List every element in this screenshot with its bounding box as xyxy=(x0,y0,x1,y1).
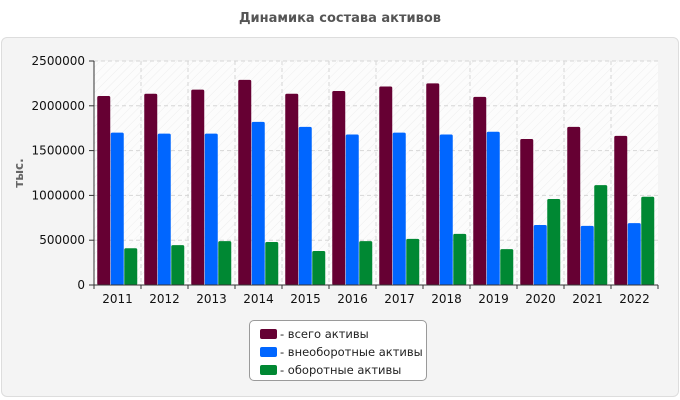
bar-total-2015 xyxy=(285,93,299,285)
bar-noncurrent-2017 xyxy=(392,132,406,285)
bar-total-2022 xyxy=(614,135,628,285)
bar-total-2016 xyxy=(332,91,346,286)
bar-current-2013 xyxy=(218,241,232,285)
bar-noncurrent-2019 xyxy=(486,131,500,285)
bar-total-2017 xyxy=(379,86,393,285)
legend-swatch-total xyxy=(260,329,277,339)
chart-title: Динамика состава активов xyxy=(238,11,442,26)
legend: - всего активы - внеоборотные активы - о… xyxy=(249,320,427,381)
y-tick-label: 2500000 xyxy=(32,54,85,68)
bar-total-2014 xyxy=(238,79,252,285)
legend-item-current: - оборотные активы xyxy=(260,361,426,379)
bar-noncurrent-2012 xyxy=(157,133,171,285)
bar-total-2012 xyxy=(144,93,158,285)
y-tick-label: 1500000 xyxy=(32,144,85,158)
x-tick-label: 2021 xyxy=(572,292,603,306)
legend-label-noncurrent: - внеоборотные активы xyxy=(280,345,423,359)
bar-total-2018 xyxy=(426,83,440,286)
x-tick-label: 2016 xyxy=(337,292,368,306)
x-tick-label: 2012 xyxy=(149,292,180,306)
bar-current-2014 xyxy=(265,241,279,285)
legend-item-noncurrent: - внеоборотные активы xyxy=(260,343,426,361)
x-tick-label: 2013 xyxy=(196,292,227,306)
bar-current-2021 xyxy=(594,185,608,285)
x-tick-label: 2020 xyxy=(525,292,556,306)
bar-total-2011 xyxy=(97,95,111,285)
axes: 0 500000 1000000 1500000 2000000 2500000 2011 2… xyxy=(32,54,659,306)
x-tick-label: 2011 xyxy=(102,292,133,306)
bar-total-2013 xyxy=(191,89,205,285)
bar-noncurrent-2014 xyxy=(251,121,265,285)
x-tick-label: 2022 xyxy=(619,292,650,306)
bar-noncurrent-2022 xyxy=(627,223,641,285)
bar-noncurrent-2020 xyxy=(533,224,547,285)
x-tick-label: 2014 xyxy=(243,292,274,306)
y-tick-label: 2000000 xyxy=(32,99,85,113)
bar-current-2022 xyxy=(641,196,655,285)
x-tick-label: 2017 xyxy=(384,292,415,306)
bar-current-2015 xyxy=(312,250,326,285)
bar-noncurrent-2018 xyxy=(439,134,453,285)
x-tick-label: 2015 xyxy=(290,292,321,306)
legend-item-total: - всего активы xyxy=(260,325,426,343)
x-tick-label: 2018 xyxy=(431,292,462,306)
bars xyxy=(97,79,655,286)
bar-current-2011 xyxy=(124,248,138,285)
bar-noncurrent-2011 xyxy=(110,132,124,285)
legend-label-current: - оборотные активы xyxy=(280,363,402,377)
gridlines xyxy=(94,60,658,285)
bar-noncurrent-2021 xyxy=(580,225,594,285)
legend-swatch-noncurrent xyxy=(260,347,277,357)
y-tick-label: 500000 xyxy=(39,233,85,247)
bar-current-2016 xyxy=(359,241,373,285)
bar-current-2020 xyxy=(547,198,561,285)
bar-current-2012 xyxy=(171,245,185,285)
bar-noncurrent-2015 xyxy=(298,126,312,285)
bar-current-2017 xyxy=(406,238,420,285)
bar-total-2021 xyxy=(567,126,581,285)
legend-label-total: - всего активы xyxy=(280,327,369,341)
y-tick-label: 1000000 xyxy=(32,188,85,202)
bar-current-2018 xyxy=(453,233,467,285)
bar-noncurrent-2016 xyxy=(345,134,359,285)
legend-swatch-current xyxy=(260,365,277,375)
bar-total-2020 xyxy=(520,138,534,285)
y-tick-label: 0 xyxy=(77,278,85,292)
y-axis-label: тыс. xyxy=(12,158,26,187)
bar-current-2019 xyxy=(500,249,514,285)
bar-total-2019 xyxy=(473,96,487,285)
bar-noncurrent-2013 xyxy=(204,133,218,285)
x-tick-label: 2019 xyxy=(478,292,509,306)
